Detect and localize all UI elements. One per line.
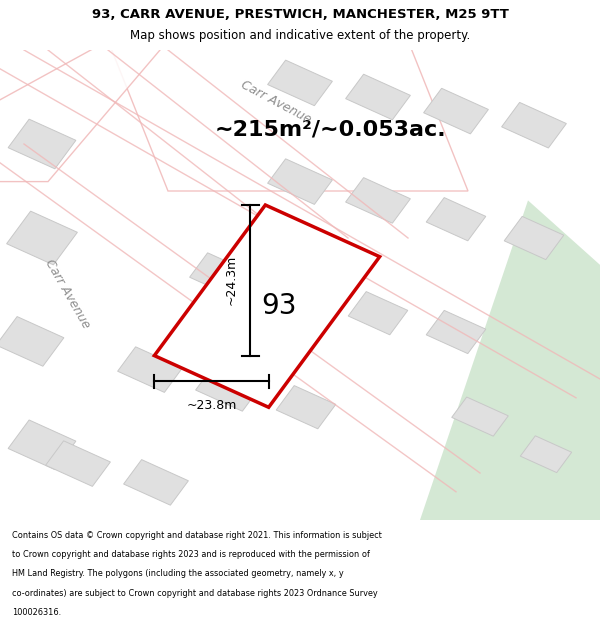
Polygon shape (426, 198, 486, 241)
Polygon shape (420, 201, 600, 520)
Polygon shape (124, 459, 188, 505)
Text: Contains OS data © Crown copyright and database right 2021. This information is : Contains OS data © Crown copyright and d… (12, 531, 382, 539)
Text: ~23.8m: ~23.8m (187, 399, 236, 412)
Polygon shape (268, 272, 332, 317)
Polygon shape (346, 177, 410, 223)
Polygon shape (346, 74, 410, 120)
Polygon shape (426, 311, 486, 354)
Polygon shape (108, 41, 468, 191)
Polygon shape (520, 436, 572, 472)
Polygon shape (8, 119, 76, 169)
Polygon shape (276, 386, 336, 429)
Polygon shape (0, 41, 168, 182)
Text: 93: 93 (261, 292, 297, 320)
Text: Carr Avenue: Carr Avenue (42, 258, 92, 331)
Polygon shape (154, 205, 380, 408)
Polygon shape (268, 60, 332, 106)
Polygon shape (8, 420, 76, 469)
Polygon shape (118, 347, 182, 392)
Text: Carr Avenue: Carr Avenue (239, 78, 313, 126)
Text: ~215m²/~0.053ac.: ~215m²/~0.053ac. (214, 120, 446, 140)
Polygon shape (504, 216, 564, 259)
Text: Map shows position and indicative extent of the property.: Map shows position and indicative extent… (130, 29, 470, 42)
Polygon shape (424, 88, 488, 134)
Polygon shape (348, 292, 408, 335)
Text: 93, CARR AVENUE, PRESTWICH, MANCHESTER, M25 9TT: 93, CARR AVENUE, PRESTWICH, MANCHESTER, … (92, 8, 508, 21)
Polygon shape (46, 441, 110, 486)
Polygon shape (0, 317, 64, 366)
Polygon shape (452, 397, 508, 436)
Text: co-ordinates) are subject to Crown copyright and database rights 2023 Ordnance S: co-ordinates) are subject to Crown copyr… (12, 589, 377, 598)
Text: ~24.3m: ~24.3m (224, 255, 237, 306)
Text: 100026316.: 100026316. (12, 608, 61, 618)
Polygon shape (190, 253, 254, 298)
Polygon shape (196, 366, 260, 411)
Text: to Crown copyright and database rights 2023 and is reproduced with the permissio: to Crown copyright and database rights 2… (12, 550, 370, 559)
Text: HM Land Registry. The polygons (including the associated geometry, namely x, y: HM Land Registry. The polygons (includin… (12, 569, 344, 578)
Polygon shape (268, 159, 332, 204)
Polygon shape (502, 102, 566, 148)
Polygon shape (7, 211, 77, 265)
